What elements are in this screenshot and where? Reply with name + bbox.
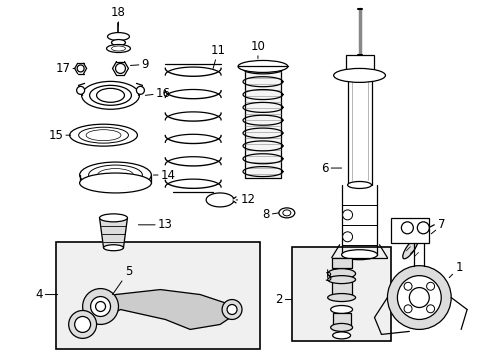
FancyBboxPatch shape: [56, 242, 260, 349]
Ellipse shape: [88, 165, 142, 185]
Circle shape: [401, 222, 412, 234]
Ellipse shape: [103, 245, 123, 251]
Circle shape: [426, 305, 434, 313]
Ellipse shape: [111, 46, 125, 51]
Circle shape: [136, 86, 144, 94]
Ellipse shape: [278, 208, 294, 218]
Text: 15: 15: [48, 129, 71, 142]
Circle shape: [115, 63, 125, 73]
Text: 9: 9: [130, 58, 149, 71]
Ellipse shape: [106, 45, 130, 53]
Ellipse shape: [333, 68, 385, 82]
Ellipse shape: [96, 88, 124, 102]
Text: 7: 7: [430, 218, 445, 234]
Ellipse shape: [111, 40, 125, 45]
Ellipse shape: [86, 130, 121, 141]
Circle shape: [342, 210, 352, 220]
Text: 1: 1: [448, 261, 462, 278]
Ellipse shape: [79, 127, 128, 143]
Bar: [244, 71, 280, 178]
Circle shape: [82, 289, 118, 324]
Text: 5: 5: [112, 265, 132, 294]
Ellipse shape: [282, 210, 290, 216]
Circle shape: [226, 305, 237, 315]
Circle shape: [77, 86, 84, 94]
Bar: [390, 218, 428, 243]
Ellipse shape: [238, 60, 287, 72]
Text: 13: 13: [138, 218, 172, 231]
Text: 16: 16: [145, 87, 170, 100]
FancyBboxPatch shape: [291, 247, 390, 341]
Bar: [331, 280, 351, 298]
Bar: [345, 55, 373, 75]
Ellipse shape: [80, 162, 151, 188]
Circle shape: [68, 310, 96, 338]
Circle shape: [408, 288, 428, 307]
Ellipse shape: [89, 85, 131, 105]
Ellipse shape: [327, 293, 355, 302]
Polygon shape: [81, 289, 235, 329]
Ellipse shape: [347, 181, 371, 189]
Text: 14: 14: [153, 168, 175, 181]
Circle shape: [77, 65, 84, 72]
Ellipse shape: [327, 269, 355, 279]
Ellipse shape: [327, 276, 355, 284]
Text: 12: 12: [236, 193, 255, 206]
Ellipse shape: [100, 214, 127, 222]
Ellipse shape: [69, 124, 137, 146]
Ellipse shape: [98, 168, 133, 181]
Circle shape: [75, 316, 90, 332]
Ellipse shape: [80, 173, 151, 193]
Text: 10: 10: [250, 40, 265, 58]
Ellipse shape: [330, 323, 352, 332]
Text: 4: 4: [35, 288, 58, 301]
Bar: [332, 314, 350, 328]
Ellipse shape: [332, 332, 350, 339]
Ellipse shape: [330, 306, 352, 314]
Circle shape: [95, 302, 105, 311]
Ellipse shape: [415, 229, 428, 240]
Circle shape: [222, 300, 242, 319]
Text: 18: 18: [111, 6, 126, 26]
Text: 8: 8: [262, 208, 278, 221]
Circle shape: [342, 232, 352, 242]
Ellipse shape: [402, 239, 417, 259]
Text: 6: 6: [320, 162, 341, 175]
Text: 11: 11: [210, 44, 225, 68]
Text: 3: 3: [324, 270, 331, 284]
Text: 2: 2: [275, 293, 291, 306]
Text: 17: 17: [55, 62, 75, 75]
Circle shape: [386, 266, 450, 329]
Ellipse shape: [81, 81, 139, 109]
Circle shape: [397, 276, 440, 319]
Circle shape: [403, 282, 411, 290]
Circle shape: [426, 282, 434, 290]
Circle shape: [403, 305, 411, 313]
Circle shape: [90, 297, 110, 316]
Circle shape: [416, 222, 428, 234]
Polygon shape: [100, 218, 127, 248]
Ellipse shape: [341, 250, 377, 260]
Bar: [331, 258, 351, 268]
Ellipse shape: [107, 32, 129, 41]
